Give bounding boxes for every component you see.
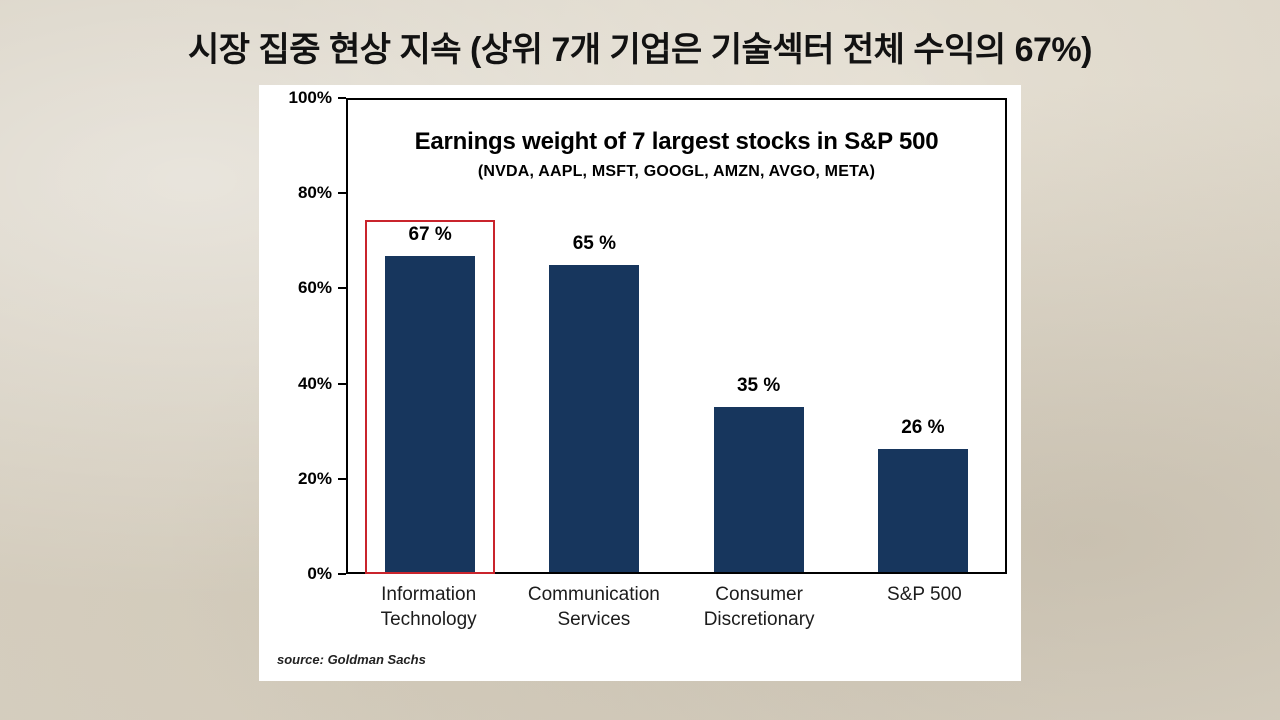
x-axis-labels: Information Technology Communication Serv…: [346, 583, 1007, 632]
y-axis-tick-label: 20%: [298, 469, 346, 489]
source-note: source: Goldman Sachs: [277, 652, 426, 667]
chart-panel: 100% 80% 60% 40% 20% 0% Earnings weight of 7 …: [259, 85, 1021, 681]
chart-title-block: Earnings weight of 7 largest stocks in S…: [348, 128, 1005, 181]
highlight-box: [365, 220, 496, 574]
x-axis-category-label: S&P 500: [887, 584, 962, 605]
bar-slot: 26 %: [841, 100, 1005, 572]
y-axis-tick-label: 100%: [289, 88, 346, 108]
x-axis-category-label: Information Technology: [380, 584, 477, 630]
y-axis-tick-label: 80%: [298, 183, 346, 203]
x-axis-category-label: Communication Services: [527, 584, 660, 630]
plot-area: Earnings weight of 7 largest stocks in S…: [346, 98, 1007, 574]
y-axis: 100% 80% 60% 40% 20% 0%: [259, 88, 346, 583]
bar: [385, 255, 476, 572]
bar: [713, 406, 804, 572]
bar: [549, 265, 640, 572]
chart-subtitle: (NVDA, AAPL, MSFT, GOOGL, AMZN, AVGO, ME…: [477, 163, 876, 180]
bar-series: 67 % 65 % 35 % 26 %: [348, 100, 1005, 574]
bar: [877, 449, 968, 572]
bar-value-label: 67 %: [408, 223, 452, 245]
bar-slot: 35 %: [677, 100, 841, 572]
bar-value-label: 26 %: [901, 417, 945, 439]
bar-value-label: 65 %: [572, 233, 617, 255]
y-axis-tick-label: 60%: [298, 278, 346, 298]
y-axis-tick-mark: [338, 477, 346, 480]
y-axis-tick-mark: [338, 287, 346, 290]
bar-value-label: 35 %: [736, 374, 781, 396]
y-axis-tick-mark: [338, 573, 346, 575]
y-axis-tick-mark: [338, 382, 346, 385]
chart-title: Earnings weight of 7 largest stocks in S…: [414, 128, 939, 155]
bar-slot: 65 %: [512, 100, 676, 572]
y-axis-tick-mark: [338, 97, 346, 99]
x-axis-category-label: Consumer Discretionary: [703, 584, 815, 630]
slide-title: 시장 집중 현상 지속 (상위 7개 기업은 기술섹터 전체 수익의 67%): [187, 31, 1093, 69]
bar-slot: 67 %: [348, 100, 512, 574]
y-axis-tick-label: 40%: [298, 374, 346, 394]
y-axis-tick-label: 0%: [307, 564, 346, 584]
y-axis-tick-mark: [338, 192, 346, 195]
